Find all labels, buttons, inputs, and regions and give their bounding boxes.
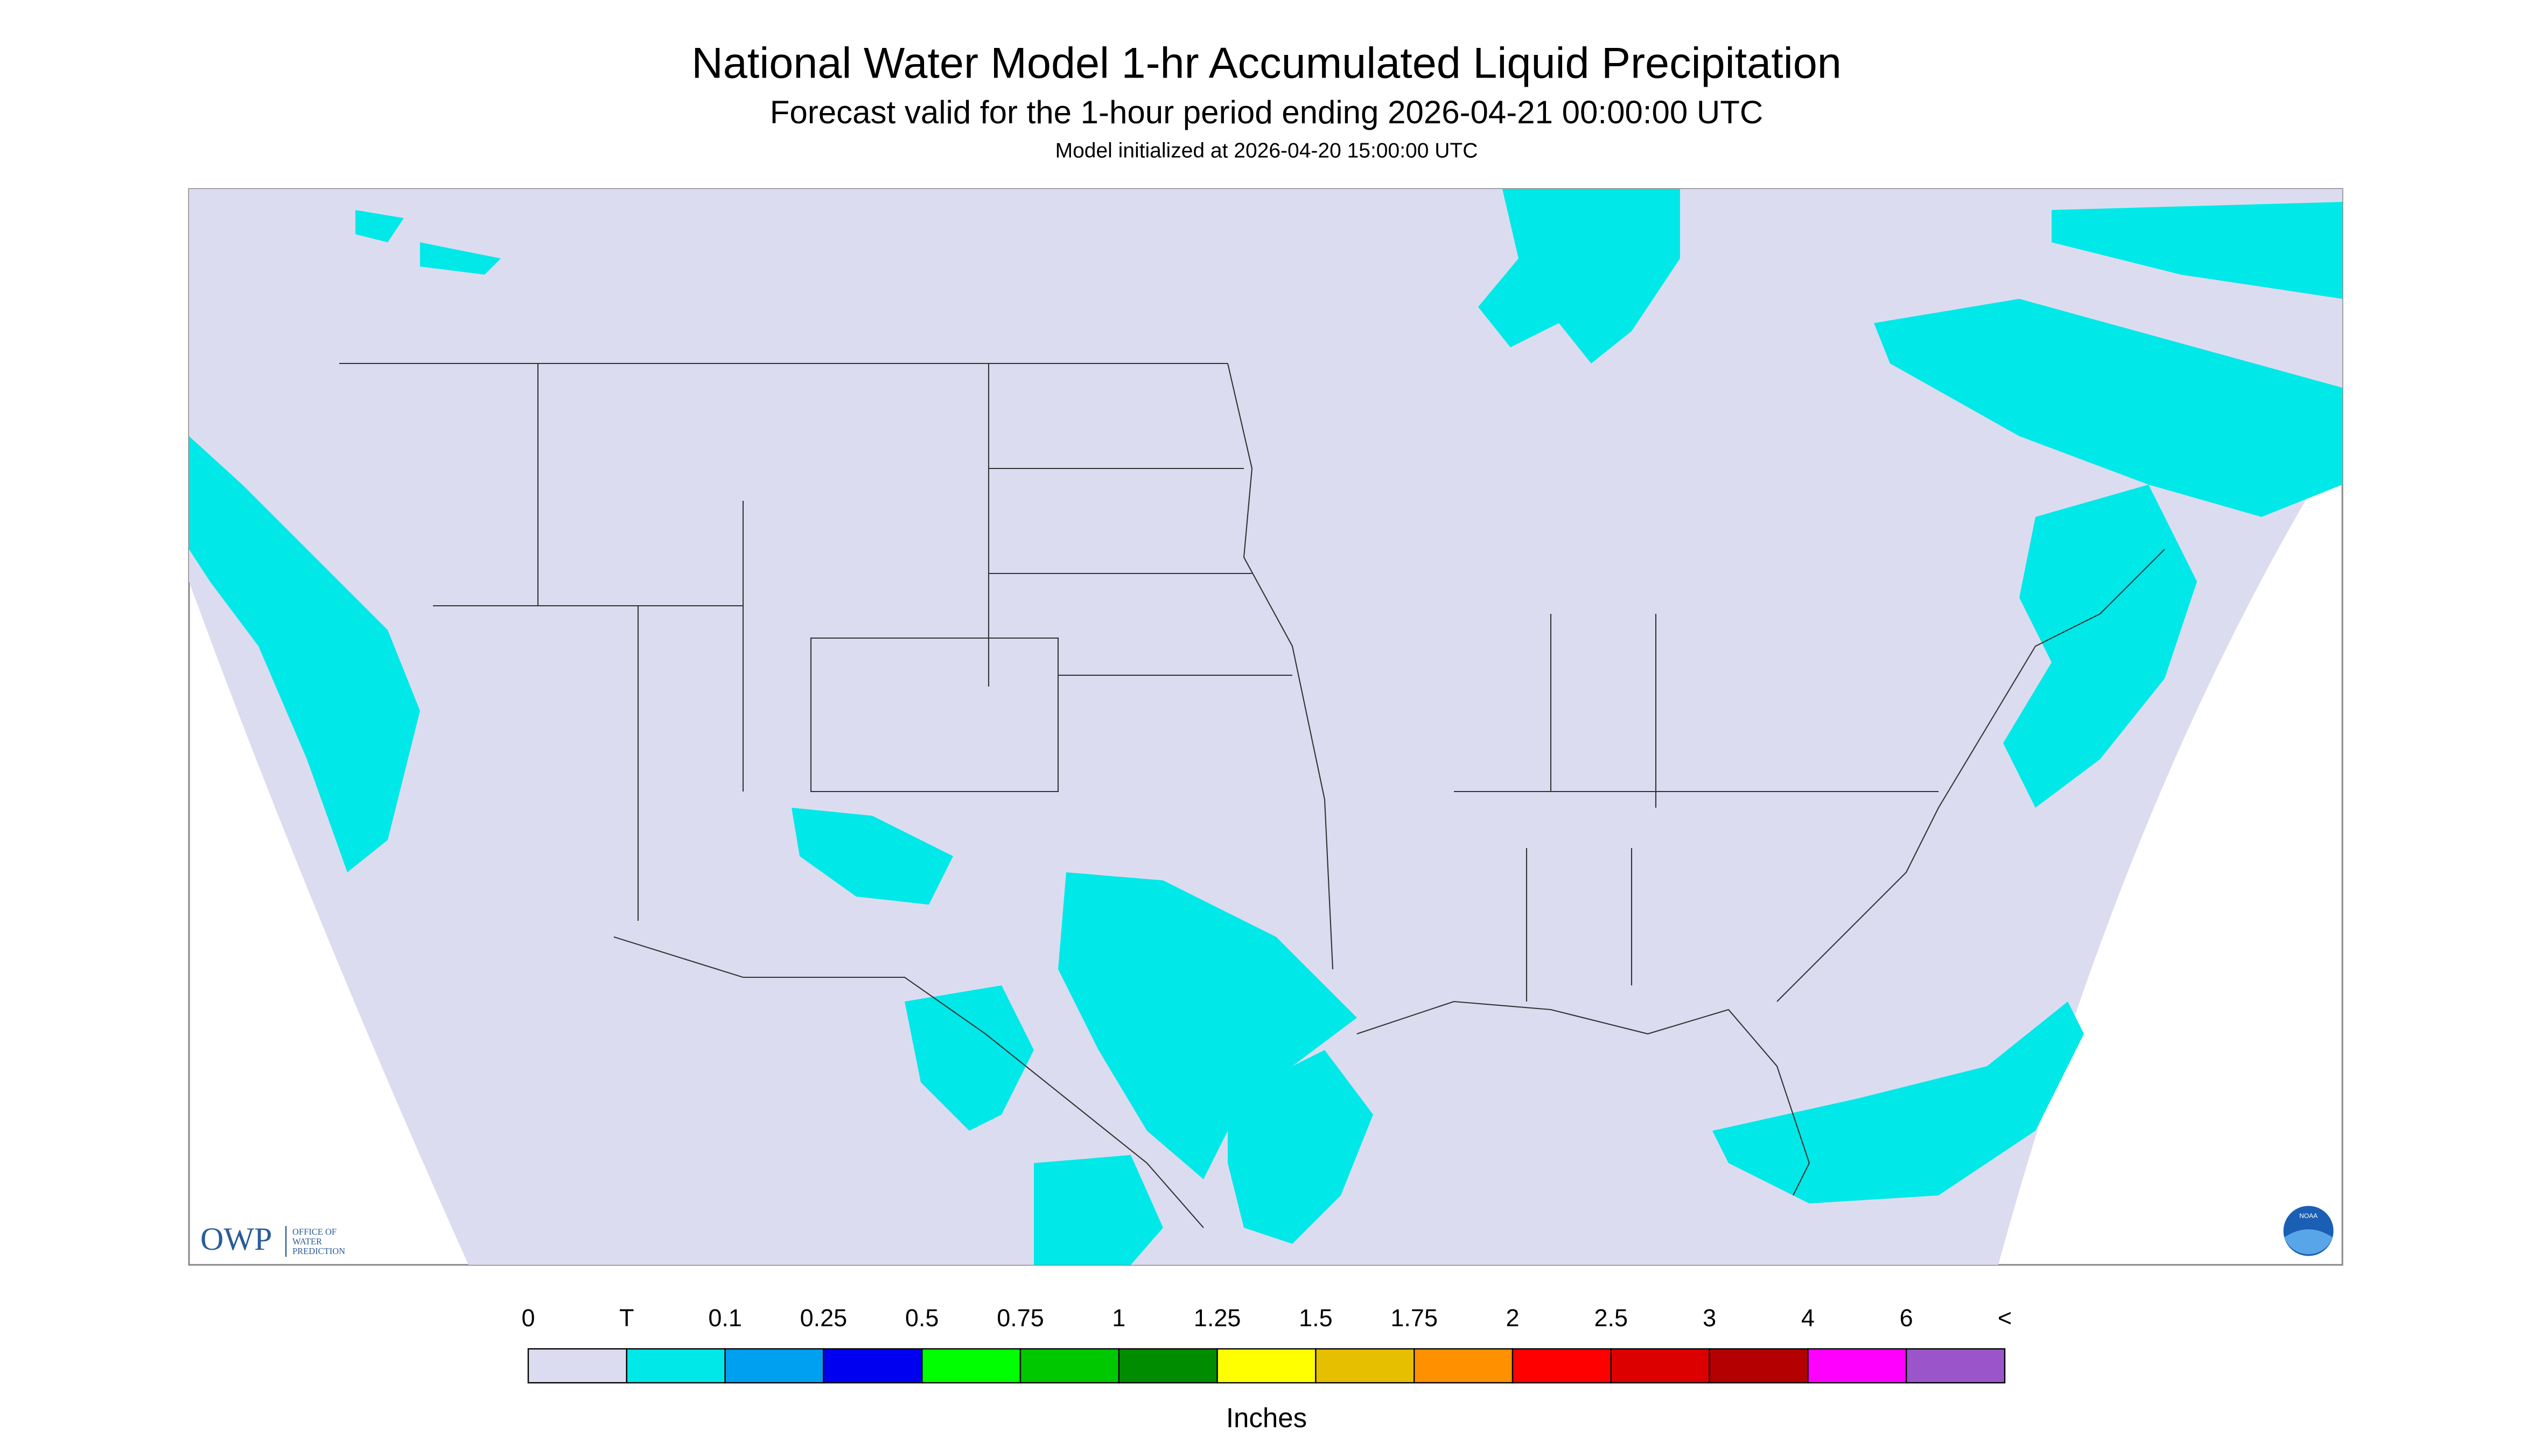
legend: 0 T 0.1 0.25 0.5 0.75 1 1.25 1.5 1.75 2 2.5 3 4 6 < xyxy=(521,1304,2012,1384)
legend-swatch xyxy=(1414,1348,1514,1384)
legend-swatch xyxy=(1019,1348,1120,1384)
legend-label: 3 xyxy=(1703,1304,1716,1332)
legend-label: 1 xyxy=(1112,1304,1125,1332)
legend-swatch xyxy=(1807,1348,1907,1384)
noaa-text: NOAA xyxy=(2299,1212,2318,1220)
legend-label: 0.1 xyxy=(708,1304,742,1332)
title: National Water Model 1-hr Accumulated Li… xyxy=(691,39,1842,87)
precip-areas xyxy=(189,189,2342,1265)
legend-swatch xyxy=(1512,1348,1612,1384)
legend-swatch xyxy=(1905,1348,2006,1384)
legend-swatch xyxy=(1118,1348,1218,1384)
legend-label: 2.5 xyxy=(1594,1304,1628,1332)
legend-label: 6 xyxy=(1900,1304,1913,1332)
noaa-logo: NOAA xyxy=(2282,1204,2335,1258)
legend-label: 0.5 xyxy=(905,1304,939,1332)
legend-swatch xyxy=(1709,1348,1809,1384)
legend-label: T xyxy=(619,1304,634,1332)
legend-swatch xyxy=(1315,1348,1415,1384)
legend-unit: Inches xyxy=(1226,1402,1307,1433)
legend-swatch xyxy=(626,1348,726,1384)
legend-label: 1.25 xyxy=(1194,1304,1241,1332)
legend-label: 4 xyxy=(1801,1304,1815,1332)
legend-swatch xyxy=(724,1348,824,1384)
legend-swatch xyxy=(823,1348,923,1384)
owp-name: PREDICTION xyxy=(292,1246,345,1256)
owp-mark: OWP xyxy=(200,1221,272,1257)
legend-swatch xyxy=(921,1348,1021,1384)
init-time: Model initialized at 2026-04-20 15:00:00… xyxy=(1055,139,1478,162)
legend-label: < xyxy=(1998,1304,2012,1332)
legend-label: 0.75 xyxy=(997,1304,1044,1332)
owp-name: OFFICE OF xyxy=(292,1227,337,1237)
legend-label: 0.25 xyxy=(800,1304,848,1332)
legend-swatch xyxy=(1216,1348,1317,1384)
owp-name: WATER xyxy=(292,1236,322,1247)
legend-label: 0 xyxy=(521,1304,535,1332)
subtitle: Forecast valid for the 1-hour period end… xyxy=(770,94,1763,130)
borders xyxy=(339,362,2165,1228)
map-area xyxy=(188,188,2343,1266)
legend-swatch xyxy=(1610,1348,1710,1384)
legend-label: 1.5 xyxy=(1299,1304,1333,1332)
owp-logo: OWP OFFICE OF WATER PREDICTION xyxy=(200,1221,345,1257)
legend-swatch xyxy=(527,1348,628,1384)
projection-domain xyxy=(189,189,2342,1265)
legend-label: 2 xyxy=(1506,1304,1519,1332)
legend-label: 1.75 xyxy=(1390,1304,1438,1332)
